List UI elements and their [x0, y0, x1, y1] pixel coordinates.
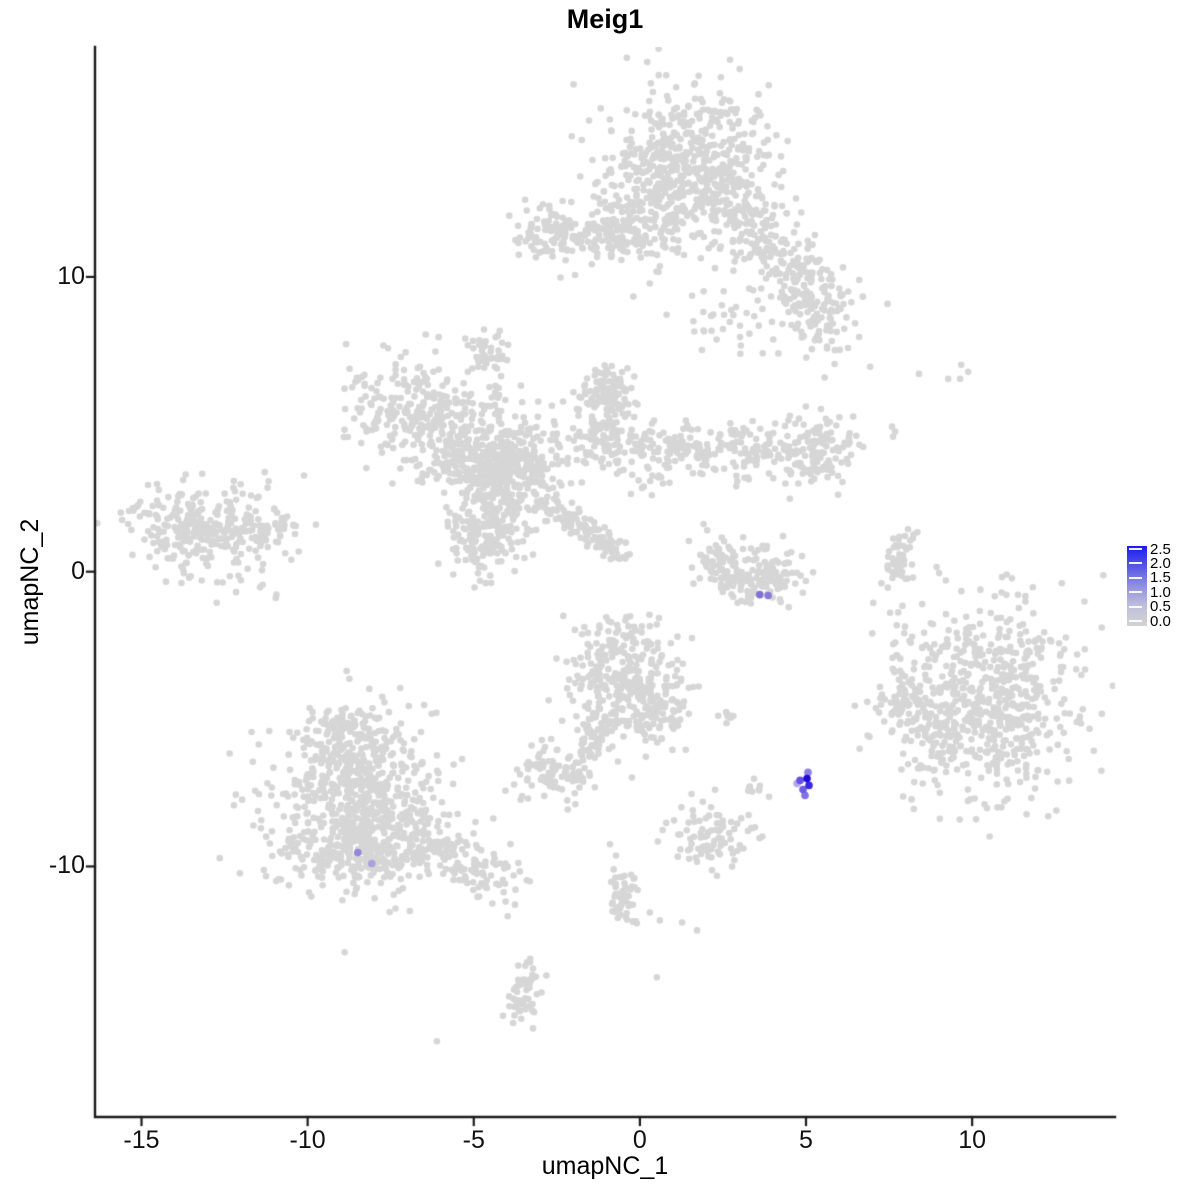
y-tick-label: 10: [57, 261, 85, 290]
x-tick-label: 10: [958, 1126, 987, 1154]
y-tick-label: -10: [48, 851, 85, 880]
plot-title: Meig1: [566, 4, 644, 34]
x-tick-label: -15: [123, 1126, 160, 1154]
expression-colorbar: [1127, 546, 1147, 626]
colorbar-tick-label: 1.0: [1150, 583, 1171, 601]
colorbar-tick-mark: [1129, 548, 1142, 550]
colorbar-tick-label: 0.5: [1150, 598, 1171, 616]
x-tick-label: 0: [632, 1126, 647, 1154]
x-tick-label: -5: [462, 1126, 485, 1154]
colorbar-tick-label: 2.0: [1150, 554, 1171, 572]
colorbar-tick-mark: [1129, 562, 1142, 565]
x-tick-label: 5: [799, 1126, 813, 1154]
y-tick-label: 0: [71, 556, 85, 585]
colorbar-tick-label: 2.5: [1150, 540, 1171, 558]
colorbar-tick-label: 1.5: [1150, 569, 1171, 587]
colorbar-tick-label: 0.0: [1150, 612, 1171, 630]
colorbar-tick-mark: [1129, 576, 1142, 579]
colorbar-tick-mark: [1129, 620, 1142, 622]
x-tick-label: -10: [289, 1126, 326, 1154]
x-axis-label: umapNC_1: [541, 1152, 669, 1180]
colorbar-tick-mark: [1129, 591, 1142, 594]
colorbar-tick-mark: [1129, 605, 1142, 608]
